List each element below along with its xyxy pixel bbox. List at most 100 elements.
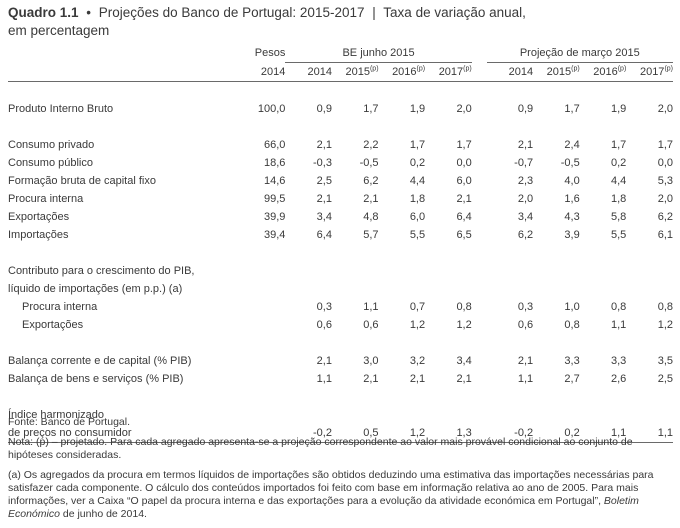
cell: 1,7 [564, 103, 580, 115]
cell: 1,1 [363, 301, 379, 313]
row-pesos: 14,6 [263, 175, 286, 187]
row-label: Balança de bens e serviços (% PIB) [8, 373, 184, 385]
cell: 0,2 [533, 424, 580, 443]
cell: 2,0 [456, 103, 472, 115]
note-a: (a) Os agregados da procura em termos lí… [8, 469, 654, 520]
cell: -0,3 [312, 157, 332, 169]
header-year: 2015(p) [533, 62, 580, 82]
cell: 3,2 [409, 355, 426, 367]
table-row: Formação bruta de capital fixo 14,6 2,5 … [8, 172, 673, 190]
cell: -0,7 [514, 157, 534, 169]
cell: 6,4 [456, 211, 472, 223]
cell: 0,6 [363, 319, 379, 331]
cell: 0,9 [517, 103, 534, 115]
cell: 5,7 [363, 229, 379, 241]
header-row-years: 2014 2014 2015(p) 2016(p) 2017(p) 2014 2… [8, 62, 673, 82]
row-label: Formação bruta de capital fixo [8, 175, 156, 187]
table-row: Produto Interno Bruto 100,0 0,9 1,7 1,9 … [8, 100, 673, 118]
section-heading-row: Contributo para o crescimento do PIB, [8, 262, 673, 280]
cell: 2,0 [657, 103, 673, 115]
cell: 0,8 [456, 301, 472, 313]
cell: 5,3 [657, 175, 673, 187]
proj-mark: (p) [571, 65, 580, 73]
cell: 1,1 [579, 424, 627, 443]
cell: 1,8 [409, 193, 426, 205]
cell: 2,4 [564, 139, 580, 151]
cell: -0,2 [486, 424, 534, 443]
cell: -0,2 [285, 424, 332, 443]
cell: 1,8 [610, 193, 627, 205]
cell: 0,6 [316, 319, 332, 331]
note-source: Fonte: Banco de Portugal. [8, 416, 130, 428]
row-pesos: 39,9 [263, 211, 286, 223]
cell: 3,3 [564, 355, 580, 367]
cell: 1,2 [657, 319, 673, 331]
cell: 0,0 [657, 157, 673, 169]
cell: 2,5 [657, 373, 673, 385]
table-title: Quadro 1.1 • Projeções do Banco de Portu… [8, 4, 673, 40]
table-row: Balança corrente e de capital (% PIB) 2,… [8, 352, 673, 370]
header-year: 2017(p) [425, 62, 472, 82]
cell: 2,5 [316, 175, 332, 187]
table-row: Índice harmonizado [8, 406, 673, 424]
proj-mark: (p) [463, 65, 472, 73]
proj-mark: (p) [416, 65, 426, 73]
cell: 0,7 [409, 301, 426, 313]
cell: 1,1 [517, 373, 534, 385]
cell: 1,3 [425, 424, 472, 443]
header-year: 2014 [486, 62, 534, 82]
table-row: Procura interna 0,3 1,1 0,7 0,8 0,3 1,0 … [8, 298, 673, 316]
cell: 0,3 [316, 301, 332, 313]
table-row: Consumo público 18,6 -0,3 -0,5 0,2 0,0 -… [8, 154, 673, 172]
cell: 6,2 [363, 175, 379, 187]
header-pesos: Pesos [254, 47, 286, 60]
cell: 0,0 [456, 157, 472, 169]
row-label: Consumo privado [8, 139, 95, 151]
cell: 4,4 [610, 175, 627, 187]
cell: 0,5 [331, 424, 379, 443]
row-pesos: 18,6 [263, 157, 286, 169]
cell: 2,1 [409, 373, 426, 385]
cell: 6,2 [517, 229, 534, 241]
cell: 0,3 [517, 301, 534, 313]
cell: 4,3 [564, 211, 580, 223]
row-pesos: 66,0 [263, 139, 286, 151]
cell: 2,6 [610, 373, 627, 385]
cell: 3,4 [517, 211, 534, 223]
cell: 2,1 [517, 139, 534, 151]
title-bullet: • [86, 5, 92, 20]
title-subtitle-1: Taxa de variação anual, [383, 5, 526, 20]
row-label: Importações [8, 229, 69, 241]
cell: 6,4 [316, 229, 332, 241]
title-main: Projeções do Banco de Portugal: 2015-201… [98, 5, 365, 20]
cell: 3,5 [657, 355, 673, 367]
header-group-be: BE junho 2015 [285, 44, 472, 63]
cell: 1,2 [409, 319, 426, 331]
cell: 1,7 [610, 139, 627, 151]
table-row: Balança de bens e serviços (% PIB) 1,1 2… [8, 370, 673, 388]
cell: 6,2 [657, 211, 673, 223]
table-row: Consumo privado 66,0 2,1 2,2 1,7 1,7 2,1… [8, 136, 673, 154]
cell: 2,1 [363, 193, 379, 205]
row-label: Exportações [8, 211, 70, 223]
cell: 1,2 [456, 319, 472, 331]
header-year: 2015(p) [331, 62, 379, 82]
header-year: 2016(p) [378, 62, 426, 82]
cell: 2,0 [657, 193, 673, 205]
cell: -0,5 [560, 157, 580, 169]
table-row: Exportações 0,6 0,6 1,2 1,2 0,6 0,8 1,1 … [8, 316, 673, 334]
cell: 1,7 [409, 139, 426, 151]
cell: 2,0 [517, 193, 534, 205]
note-projection: Nota: (p) – projetado. Para cada agregad… [8, 436, 633, 461]
cell: 2,1 [456, 193, 472, 205]
table-row: Exportações 39,9 3,4 4,8 6,0 6,4 3,4 4,3… [8, 208, 673, 226]
cell: 2,1 [517, 355, 534, 367]
cell: 2,1 [456, 373, 472, 385]
cell: 2,1 [316, 355, 332, 367]
cell: 4,0 [564, 175, 580, 187]
cell: 5,5 [610, 229, 627, 241]
cell: 3,9 [564, 229, 580, 241]
row-label-line-1: Índice harmonizado [8, 409, 105, 421]
cell: 0,9 [316, 103, 332, 115]
